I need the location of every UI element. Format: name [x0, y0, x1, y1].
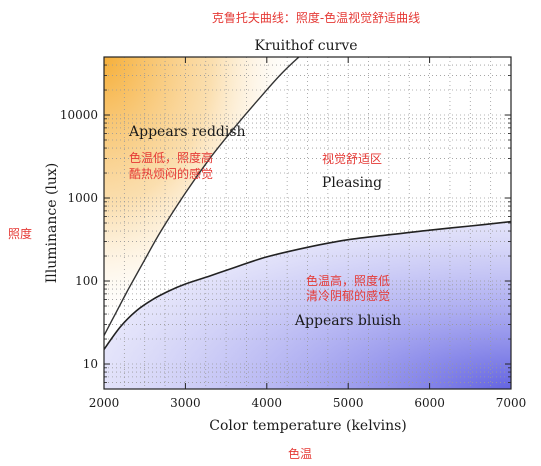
- x-label-cn: 色温: [288, 447, 312, 461]
- y-axis-title: Illuminance (lux): [44, 163, 60, 284]
- bluish-note-line2: 清冷阴郁的感觉: [306, 288, 390, 303]
- reddish-note-line2: 酷热烦闷的感觉: [129, 166, 213, 181]
- x-axis-title: Color temperature (kelvins): [209, 418, 407, 434]
- y-axis: 10 100 1000 10000: [60, 56, 511, 390]
- reddish-region: [104, 57, 299, 336]
- y-tick-label: 10: [83, 357, 98, 371]
- pleasing-note: 视觉舒适区: [322, 151, 382, 166]
- upper-boundary-curve: [104, 57, 300, 336]
- x-tick-label: 4000: [252, 396, 283, 410]
- bluish-label: Appears bluish: [294, 313, 401, 329]
- x-tick-label: 7000: [496, 396, 527, 410]
- y-tick-label: 10000: [60, 108, 98, 122]
- bluish-note-line1: 色温高，照度低: [306, 273, 390, 288]
- header-title-cn: 克鲁托夫曲线：照度-色温视觉舒适曲线: [212, 10, 420, 25]
- reddish-label: Appears reddish: [128, 124, 246, 140]
- x-tick-label: 2000: [89, 396, 120, 410]
- y-label-cn: 照度: [8, 226, 32, 241]
- reddish-note-line1: 色温低，照度高: [129, 150, 213, 165]
- chart-title: Kruithof curve: [254, 38, 357, 54]
- x-tick-label: 6000: [414, 396, 445, 410]
- x-axis: 2000 3000 4000 5000 6000 7000: [89, 57, 527, 410]
- x-tick-label: 3000: [170, 396, 201, 410]
- lower-boundary-curve: [104, 220, 511, 350]
- y-tick-label: 100: [75, 274, 98, 288]
- pleasing-label: Pleasing: [322, 175, 382, 191]
- y-tick-label: 1000: [67, 191, 98, 205]
- x-tick-label: 5000: [333, 396, 364, 410]
- grid-dots: [104, 57, 511, 389]
